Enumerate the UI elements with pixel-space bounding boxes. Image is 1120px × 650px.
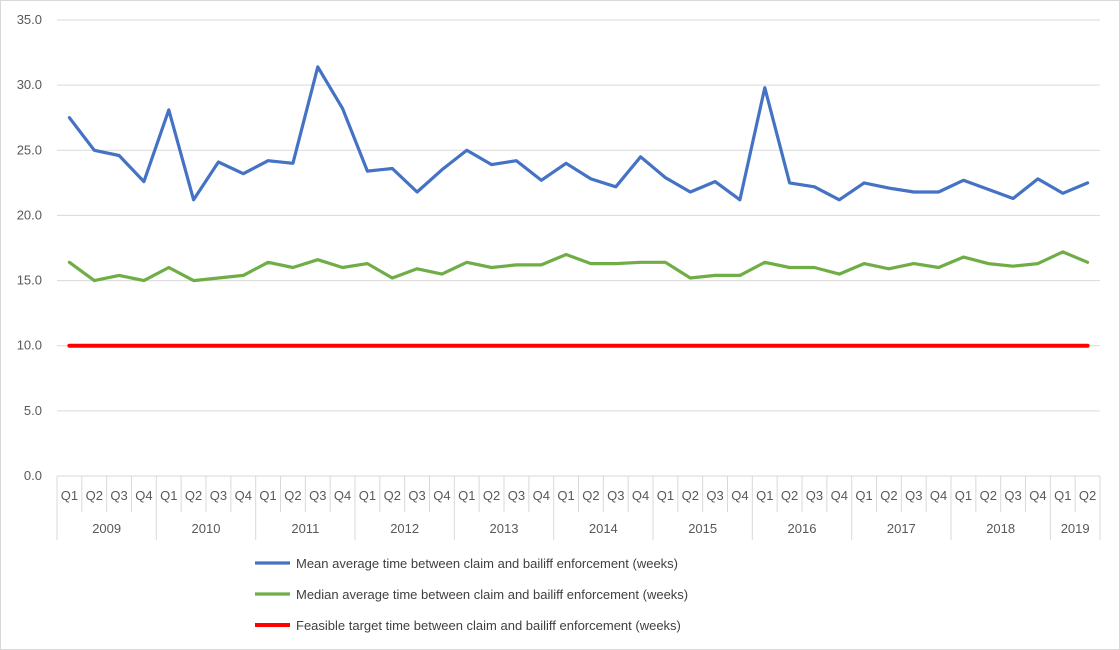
year-label: 2009 (92, 521, 121, 536)
year-label: 2012 (390, 521, 419, 536)
x-tick-label: Q3 (905, 488, 922, 503)
x-tick-label: Q3 (806, 488, 823, 503)
y-axis-ticks: 0.0 5.0 10.0 15.0 20.0 25.0 30.0 35.0 (17, 12, 42, 483)
x-tick-label: Q4 (1029, 488, 1046, 503)
year-label: 2013 (490, 521, 519, 536)
x-tick-label: Q1 (756, 488, 773, 503)
y-tick-label: 30.0 (17, 77, 42, 92)
x-tick-label: Q3 (408, 488, 425, 503)
legend: Mean average time between claim and bail… (255, 556, 688, 633)
x-tick-label: Q3 (607, 488, 624, 503)
y-tick-label: 15.0 (17, 273, 42, 288)
x-tick-label: Q4 (632, 488, 649, 503)
y-tick-label: 20.0 (17, 207, 42, 222)
x-tick-label: Q2 (284, 488, 301, 503)
x-tick-label: Q1 (1054, 488, 1071, 503)
y-tick-label: 35.0 (17, 12, 42, 27)
y-tick-label: 25.0 (17, 142, 42, 157)
x-tick-label: Q4 (731, 488, 748, 503)
year-label: 2017 (887, 521, 916, 536)
year-label: 2011 (291, 521, 319, 536)
x-tick-label: Q2 (682, 488, 699, 503)
x-tick-label: Q2 (880, 488, 897, 503)
x-tick-label: Q2 (185, 488, 202, 503)
x-tick-label: Q2 (483, 488, 500, 503)
x-tick-label: Q1 (458, 488, 475, 503)
x-tick-label: Q2 (582, 488, 599, 503)
x-tick-label: Q3 (706, 488, 723, 503)
gridlines (57, 19, 1100, 412)
year-label: 2019 (1061, 521, 1090, 536)
x-tick-label: Q2 (384, 488, 401, 503)
x-tick-label: Q1 (855, 488, 872, 503)
x-tick-label: Q3 (210, 488, 227, 503)
x-tick-label: Q3 (508, 488, 525, 503)
x-tick-label: Q4 (235, 488, 252, 503)
x-tick-label: Q1 (955, 488, 972, 503)
year-label: 2010 (192, 521, 221, 536)
x-tick-label: Q3 (1004, 488, 1021, 503)
x-tick-label: Q3 (309, 488, 326, 503)
series-line-2 (67, 250, 1090, 283)
x-tick-label: Q4 (533, 488, 550, 503)
y-tick-label: 10.0 (17, 338, 42, 353)
legend-label: Feasible target time between claim and b… (296, 618, 681, 633)
series-line-1 (67, 65, 1090, 202)
x-tick-label: Q1 (259, 488, 276, 503)
year-label: 2018 (986, 521, 1015, 536)
x-tick-label: Q4 (831, 488, 848, 503)
x-tick-label: Q2 (86, 488, 103, 503)
x-tick-label: Q1 (359, 488, 376, 503)
x-tick-label: Q3 (110, 488, 127, 503)
year-label: 2014 (589, 521, 618, 536)
y-tick-label: 0.0 (24, 468, 42, 483)
x-axis: Q1 Q2 Q3 Q4 Q1 Q2 Q3 Q4 Q1 Q2 Q3 Q4 Q1 Q2 Q3 Q4 Q1 Q2 Q3 Q4… (56, 475, 1101, 540)
year-label: 2015 (688, 521, 717, 536)
x-tick-label: Q1 (61, 488, 78, 503)
x-tick-label: Q1 (557, 488, 574, 503)
series-lines (67, 65, 1090, 348)
x-tick-label: Q4 (135, 488, 152, 503)
x-tick-label: Q1 (657, 488, 674, 503)
legend-label: Median average time between claim and ba… (296, 587, 688, 602)
y-tick-label: 5.0 (24, 403, 42, 418)
x-tick-label: Q2 (781, 488, 798, 503)
x-tick-label: Q4 (433, 488, 450, 503)
year-label: 2016 (788, 521, 817, 536)
x-tick-label: Q2 (1079, 488, 1096, 503)
x-tick-label: Q4 (930, 488, 947, 503)
legend-label: Mean average time between claim and bail… (296, 556, 678, 571)
x-tick-label: Q2 (980, 488, 997, 503)
x-tick-label: Q4 (334, 488, 351, 503)
x-tick-label: Q1 (160, 488, 177, 503)
